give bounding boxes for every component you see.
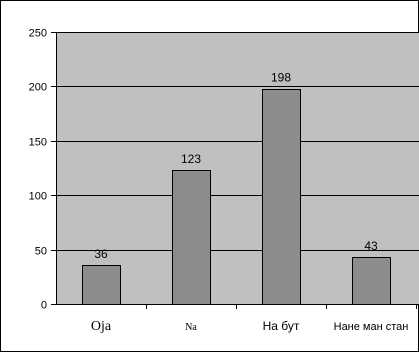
x-tick-label: Нане ман стан [334, 321, 409, 333]
data-label: 36 [94, 247, 108, 261]
y-tick-label: 100 [29, 191, 47, 203]
y-tick-label: 250 [29, 28, 47, 40]
bar [262, 89, 301, 305]
x-tick-label: Оја [91, 319, 112, 334]
x-tick-label: Nа [185, 322, 197, 333]
y-tick-label: 150 [29, 137, 47, 149]
y-tick-label: 50 [35, 246, 47, 258]
bar [352, 257, 391, 305]
data-label: 123 [181, 152, 201, 166]
bars [82, 89, 391, 305]
x-tick-label: На бут [263, 319, 300, 333]
y-tick-label: 200 [29, 82, 47, 94]
gridlines [56, 32, 419, 251]
bar [172, 170, 211, 305]
data-label: 198 [271, 71, 291, 85]
bar [82, 265, 121, 305]
y-tick-label: 0 [41, 300, 47, 312]
x-axis: Оја Nа На бут Нане ман стан [56, 304, 419, 334]
data-label: 43 [364, 239, 378, 253]
y-axis: 0 50 100 150 200 250 [29, 28, 57, 312]
data-labels: 36 123 198 43 [94, 71, 378, 261]
